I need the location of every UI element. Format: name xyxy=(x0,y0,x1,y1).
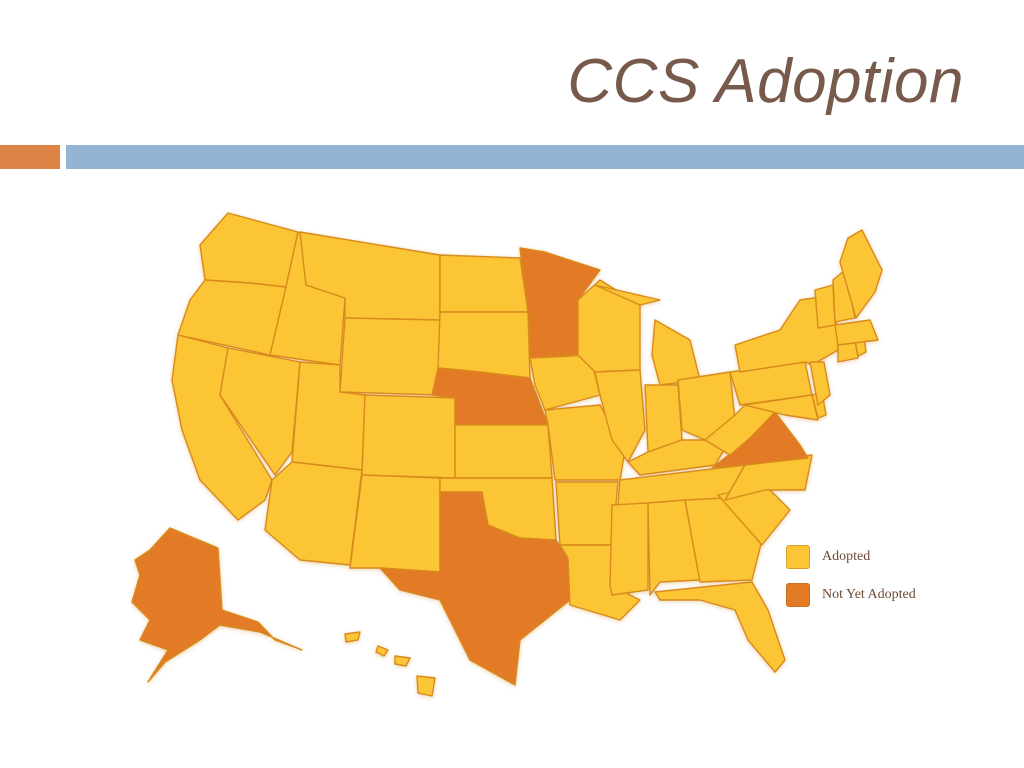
state-arkansas xyxy=(555,481,619,546)
state-new-mexico xyxy=(349,474,441,573)
state-kansas xyxy=(454,424,553,479)
legend-label-not-yet-adopted: Not Yet Adopted xyxy=(822,587,916,602)
state-south-dakota xyxy=(437,311,531,379)
state-alabama xyxy=(647,499,701,596)
state-maryland xyxy=(744,394,819,421)
state-new-jersey xyxy=(809,361,831,406)
legend-item-not-yet-adopted: Not Yet Adopted xyxy=(786,581,916,609)
state-colorado xyxy=(361,394,456,479)
legend-item-adopted: Adopted xyxy=(786,543,870,571)
state-new-hampshire xyxy=(832,269,856,323)
legend-swatch-not-yet-adopted xyxy=(786,583,810,607)
state-mississippi xyxy=(609,502,649,596)
accent-bar-blue xyxy=(66,145,1024,169)
state-arizona xyxy=(264,461,363,566)
accent-bar-orange xyxy=(0,145,60,169)
state-wyoming xyxy=(339,317,441,396)
state-nevada xyxy=(219,347,301,476)
state-maine xyxy=(839,229,883,319)
state-hawaii xyxy=(344,631,436,697)
state-texas xyxy=(379,491,571,686)
state-alaska xyxy=(131,527,303,683)
slide-title: CCS Adoption xyxy=(567,47,964,116)
state-washington xyxy=(199,212,299,288)
legend-label-adopted: Adopted xyxy=(822,549,871,564)
state-vermont xyxy=(814,284,836,329)
state-massachusetts xyxy=(834,319,879,346)
state-north-dakota xyxy=(439,254,529,313)
state-florida xyxy=(654,581,786,673)
legend-swatch-adopted xyxy=(786,545,810,569)
